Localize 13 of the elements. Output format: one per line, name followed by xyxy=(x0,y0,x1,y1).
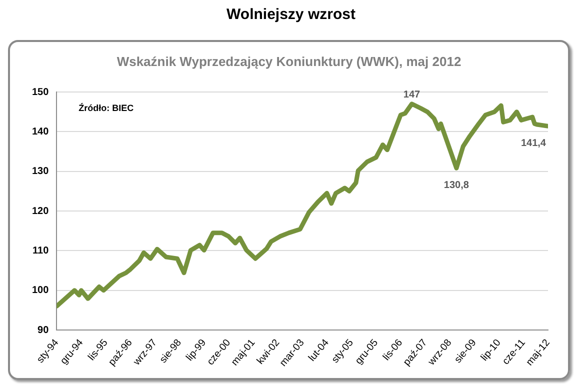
y-tick-label: 140 xyxy=(32,126,50,138)
annotation: Źródło: BIEC xyxy=(78,102,134,113)
y-tick-label: 150 xyxy=(32,86,50,98)
y-tick-label: 100 xyxy=(32,285,50,296)
chart-subtitle: Wskaźnik Wyprzedzający Koniunktury (WWK), maj 2012 xyxy=(116,54,462,69)
y-tick-label: 130 xyxy=(32,166,50,178)
y-tick-label: 90 xyxy=(38,324,50,336)
y-tick-label: 120 xyxy=(32,206,50,217)
annotation: 147 xyxy=(403,90,421,101)
annotation: 130,8 xyxy=(444,180,470,191)
annotation: 141,4 xyxy=(520,138,546,149)
chart-title: Wolniejszy wzrost xyxy=(226,6,356,23)
y-tick-label: 110 xyxy=(32,245,50,256)
